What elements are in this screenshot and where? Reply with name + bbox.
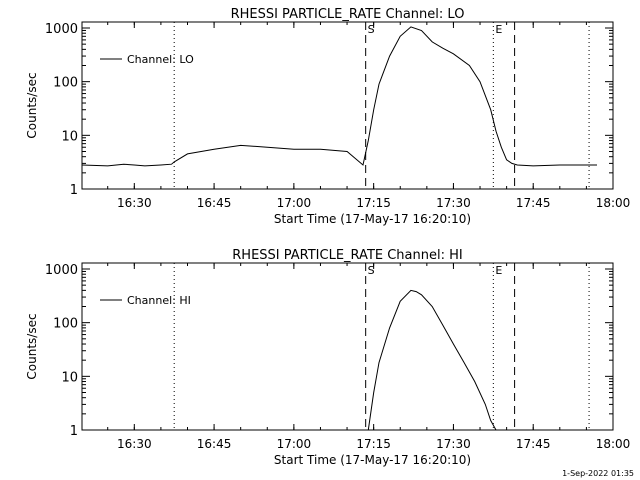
marker-label: E [495, 23, 502, 36]
x-axis-label: Start Time (17-May-17 16:20:10) [274, 212, 471, 226]
marker-label: S [368, 23, 375, 36]
y-tick-label: 1000 [45, 22, 78, 37]
y-tick-label: 1 [70, 424, 78, 439]
legend-label: Channel: HI [127, 294, 191, 307]
x-axis-label: Start Time (17-May-17 16:20:10) [274, 453, 471, 467]
legend-label: Channel: LO [127, 53, 194, 66]
y-tick-label: 100 [53, 76, 78, 91]
chart-title: RHESSI PARTICLE_RATE Channel: HI [232, 248, 462, 263]
y-tick-label: 1000 [45, 263, 78, 278]
plot-frame [81, 262, 614, 431]
x-tick-label: 18:00 [596, 196, 631, 210]
x-tick-label: 17:45 [516, 437, 551, 451]
x-tick-label: 17:15 [356, 196, 391, 210]
series-line [81, 26, 597, 167]
y-tick-label: 1 [70, 183, 78, 198]
x-tick-label: 17:00 [277, 437, 312, 451]
x-tick-label: 16:30 [117, 437, 152, 451]
plot-frame [81, 21, 614, 190]
marker-label: E [495, 264, 502, 277]
chart-title: RHESSI PARTICLE_RATE Channel: LO [231, 7, 465, 22]
x-tick-label: 17:45 [516, 196, 551, 210]
y-tick-label: 10 [61, 129, 78, 144]
y-tick-label: 10 [61, 370, 78, 385]
x-tick-label: 17:30 [436, 196, 471, 210]
x-tick-label: 18:00 [596, 437, 631, 451]
footer-timestamp: 1-Sep-2022 01:35 [562, 469, 634, 478]
y-axis-label: Counts/sec [25, 313, 39, 379]
x-tick-label: 16:45 [197, 437, 232, 451]
x-tick-label: 17:15 [356, 437, 391, 451]
y-tick-label: 100 [53, 317, 78, 332]
marker-label: S [368, 264, 375, 277]
y-axis-label: Counts/sec [25, 72, 39, 138]
series-line [367, 289, 497, 431]
x-tick-label: 16:30 [117, 196, 152, 210]
x-tick-label: 17:00 [277, 196, 312, 210]
x-tick-label: 17:30 [436, 437, 471, 451]
x-tick-label: 16:45 [197, 196, 232, 210]
